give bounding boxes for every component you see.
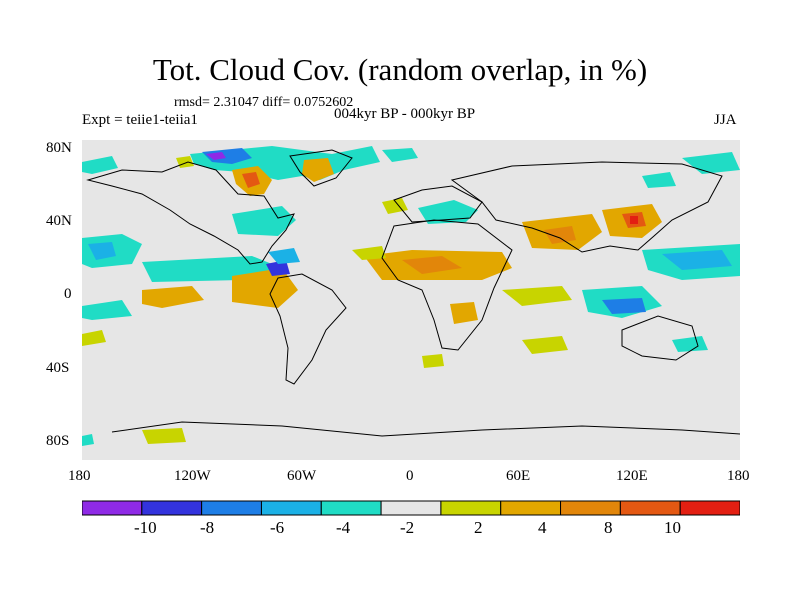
colorbar-box-8 [560, 500, 621, 516]
colorbar-box-9 [619, 500, 681, 516]
coastlines [86, 149, 740, 437]
anomaly-sindian-yellow [522, 336, 568, 354]
colorbar-label-10: 10 [664, 518, 681, 537]
experiment-label: Expt = teiie1-teiia1 [82, 112, 198, 128]
x-tick-0: 0 [406, 468, 414, 484]
anomaly-arctic-purple [206, 152, 226, 160]
anomaly-atlantic-yellow [382, 198, 408, 214]
anomaly-scandinavia-cyan [382, 148, 418, 162]
colorbar-box-3 [260, 500, 322, 516]
anomaly-fields [82, 146, 740, 446]
coast-europe [393, 185, 483, 223]
colorbar-label-neg10: -10 [134, 518, 157, 537]
anomaly-eafrica-yellow [502, 286, 572, 306]
anomaly-antarctic-cyan [82, 434, 94, 446]
x-tick-60e: 60E [506, 468, 531, 484]
colorbar-label-8: 8 [604, 518, 613, 537]
colorbar-label-4: 4 [538, 518, 547, 537]
coast-australia [621, 315, 699, 361]
anomaly-india-darkorange [544, 226, 576, 244]
coast-south-america [269, 273, 347, 385]
colorbar-label-neg2: -2 [400, 518, 415, 537]
x-tick-120e: 120E [616, 468, 648, 484]
colorbar-box-6 [440, 500, 502, 516]
colorbar-box-7 [500, 500, 562, 516]
anomaly-hudson-red [242, 172, 260, 188]
x-tick-120w: 120W [174, 468, 211, 484]
anomaly-china-darkred [630, 216, 638, 224]
anomaly-arctic-blue [202, 148, 252, 164]
colorbar-box-10 [679, 500, 740, 516]
colorbar-box-1 [141, 500, 203, 516]
stats-label: rmsd= 2.31047 diff= 0.0752602 [174, 95, 354, 110]
anomaly-greenland-orange [302, 158, 334, 182]
x-tick-60w: 60W [287, 468, 317, 484]
y-tick-80s: 80S [46, 433, 70, 449]
anomaly-caribbean-blue [266, 260, 290, 276]
colorbar-box-5 [380, 500, 442, 516]
anomaly-wpac-lightblue [662, 250, 732, 270]
anomaly-eastpac-orange [232, 268, 298, 308]
y-tick-0: 0 [64, 286, 72, 302]
coast-north-america [86, 161, 295, 265]
anomaly-cpac-orange [142, 286, 204, 308]
colorbar-label-neg4: -4 [336, 518, 351, 537]
colorbar-box-4 [320, 500, 382, 516]
anomaly-spac-cyan [82, 300, 132, 320]
colorbar-label-neg8: -8 [200, 518, 215, 537]
anomaly-na-cyan [232, 206, 296, 236]
anomaly-indocean-blue [602, 298, 646, 314]
anomaly-pacific-lightblue [88, 242, 116, 260]
anomaly-satl-yellow [422, 354, 444, 368]
map-title: Tot. Cloud Cov. (random overlap, in %) [152, 52, 648, 87]
anomaly-caribbean-lightblue [268, 248, 300, 264]
coast-antarctica [111, 421, 740, 437]
anomaly-atlantic-yellow-2 [352, 246, 386, 260]
x-tick-180w: 180 [68, 468, 91, 484]
colorbar-boxes [82, 500, 740, 516]
coast-greenland [289, 149, 353, 187]
season-label: JJA [714, 112, 737, 128]
anomaly-bering-cyan [82, 156, 118, 174]
colorbar-label-2: 2 [474, 518, 483, 537]
anomaly-antarctic-yellow [142, 428, 186, 444]
colorbar [82, 500, 740, 516]
anomaly-congo-orange [450, 302, 478, 324]
y-tick-80n: 80N [46, 140, 72, 156]
anomaly-spac-yellow [82, 330, 106, 346]
coast-africa [381, 219, 513, 351]
map-panel [82, 140, 740, 460]
anomaly-tasman-cyan [672, 336, 708, 352]
period-label: 004kyr BP - 000kyr BP [334, 106, 476, 122]
y-tick-40s: 40S [46, 360, 70, 376]
anomaly-asia-cyan [642, 172, 676, 188]
coast-asia [450, 161, 723, 253]
x-tick-180e: 180 [727, 468, 750, 484]
anomaly-sahel-darkorange [402, 256, 462, 274]
colorbar-label-neg6: -6 [270, 518, 285, 537]
colorbar-box-2 [201, 500, 262, 516]
y-tick-40n: 40N [46, 213, 72, 229]
colorbar-box-0 [82, 500, 143, 516]
